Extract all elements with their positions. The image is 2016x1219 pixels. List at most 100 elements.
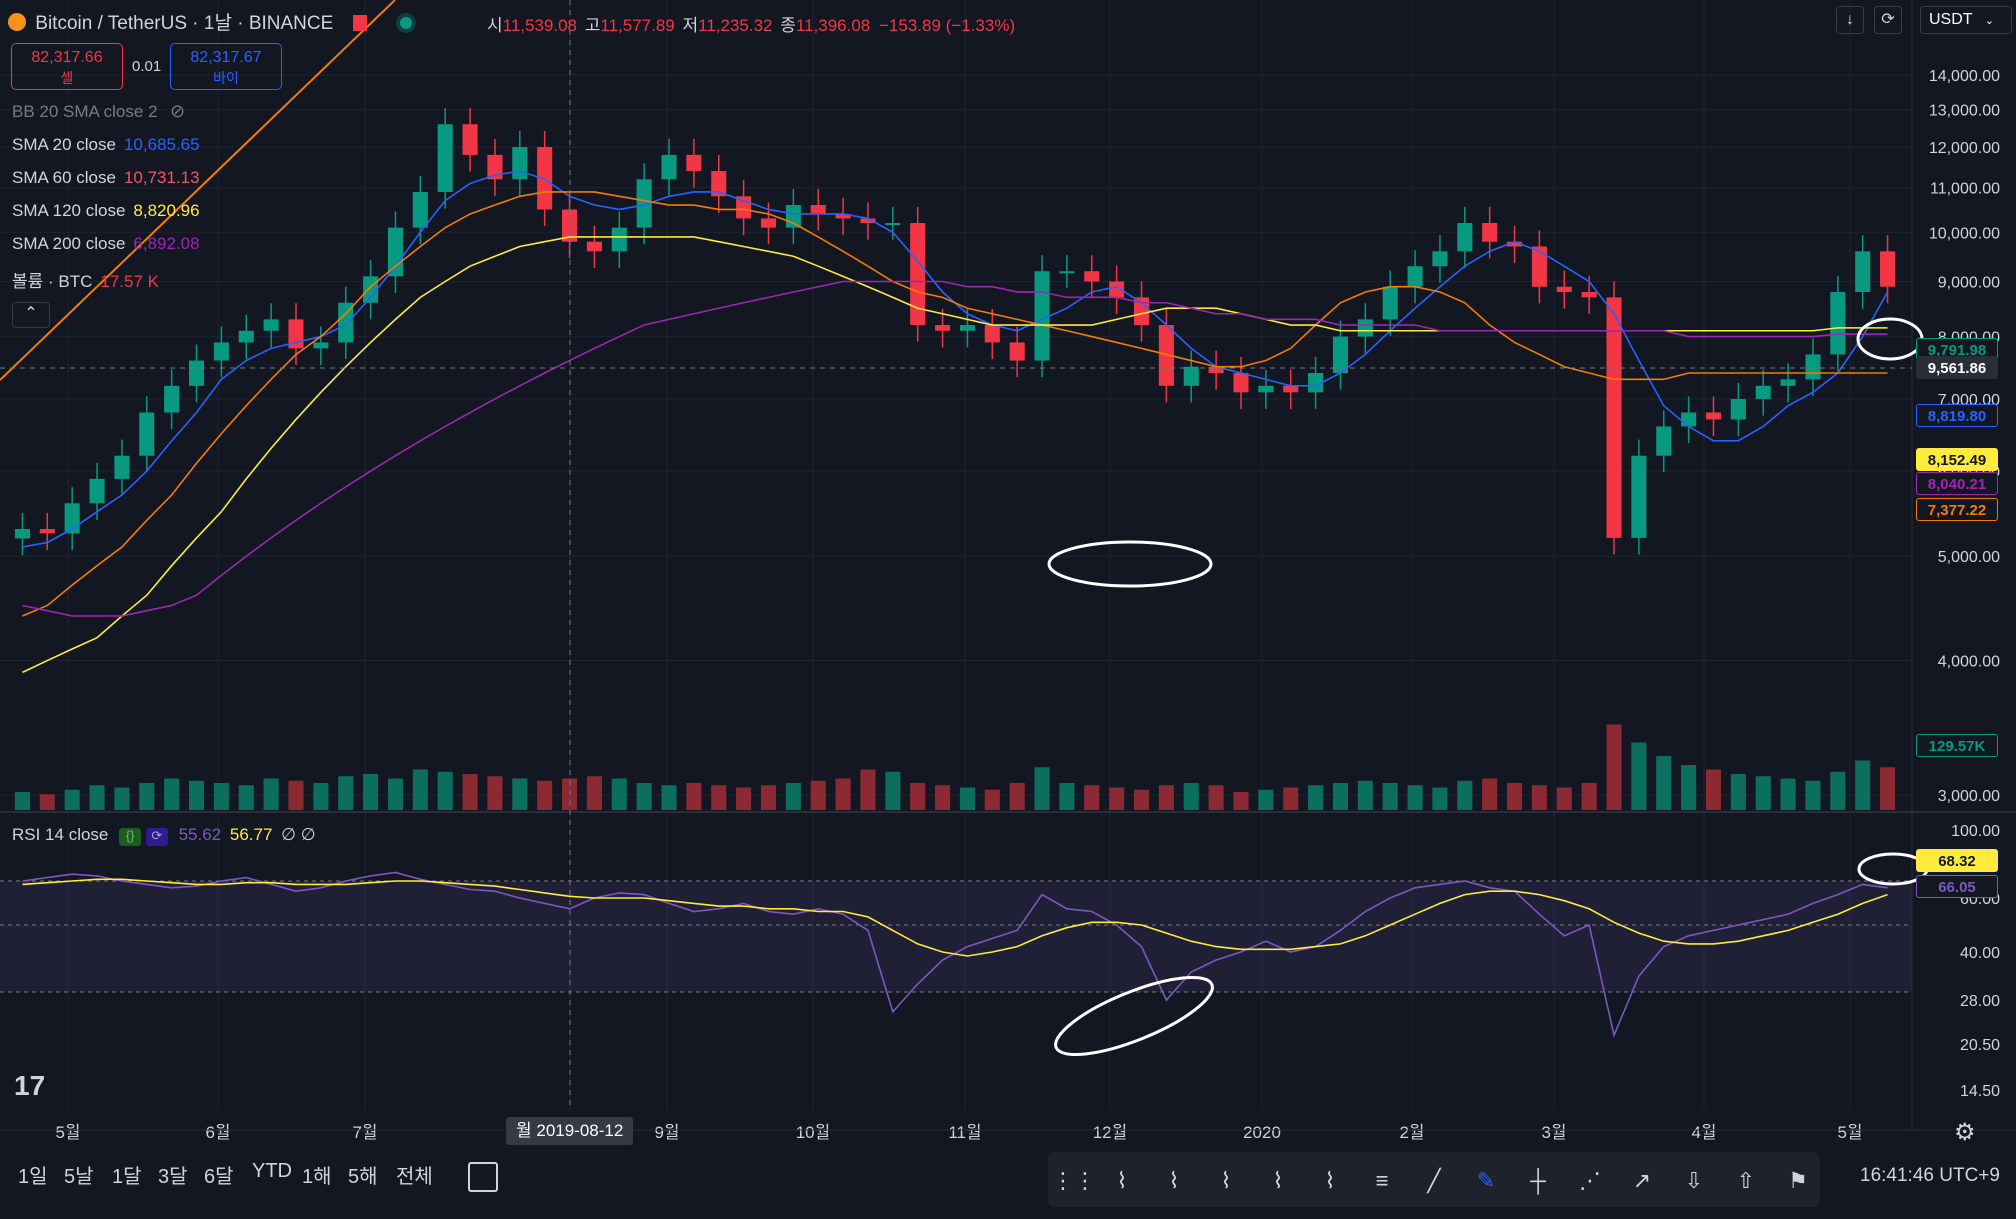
range-button[interactable]: 1해	[302, 1166, 332, 1188]
drag-handle-icon[interactable]: ⋮⋮	[1052, 1168, 1096, 1193]
download-icon[interactable]: ↓	[1836, 6, 1864, 34]
volume-bar	[462, 774, 478, 810]
indicator-value: 10,685.65	[123, 135, 200, 154]
eye-hidden-icon[interactable]: ⊘	[170, 101, 186, 121]
pattern-ac-icon[interactable]: ⌇	[1168, 1168, 1180, 1193]
indicator-legend-2[interactable]: SMA 60 close 10,731.13	[12, 168, 200, 188]
sell-button[interactable]: 82,317.66 셀	[11, 43, 123, 90]
indicator-legend-0[interactable]: BB 20 SMA close 2	[12, 102, 166, 122]
fib-icon[interactable]: ≡	[1375, 1168, 1389, 1193]
crosshair-icon[interactable]: ┼	[1530, 1168, 1546, 1193]
indicator-legend-3[interactable]: SMA 120 close 8,820.96	[12, 201, 200, 221]
range-button[interactable]: 전체	[396, 1166, 433, 1188]
flag-icon[interactable]	[352, 15, 367, 31]
x-tick-label: 5월	[1837, 1123, 1862, 1142]
range-button[interactable]: 5해	[348, 1166, 378, 1188]
indicator-legend-5[interactable]: 볼륨 · BTC 17.57 K	[12, 267, 159, 292]
currency-select[interactable]: USDT ⌄	[1920, 6, 2012, 34]
sell-label: 셀	[60, 70, 74, 86]
volume-bar	[1432, 787, 1448, 810]
x-tick-label: 6월	[205, 1123, 230, 1142]
arrow-down-icon[interactable]: ⇩	[1684, 1168, 1704, 1193]
tradingview-logo[interactable]: 17	[14, 1070, 46, 1101]
indicator-value: 10,731.13	[123, 168, 200, 187]
volume-bar	[1382, 783, 1398, 810]
range-button[interactable]: 6달	[204, 1166, 234, 1188]
volume-bar	[139, 783, 155, 810]
price-axis-label: 9,791.98	[1916, 338, 1998, 361]
orange-trendline[interactable]	[0, 0, 396, 381]
refresh-icon[interactable]: ⟳	[145, 828, 168, 846]
buy-button[interactable]: 82,317.67 바이	[170, 43, 282, 90]
indicator-label: 볼륨 · BTC	[12, 272, 93, 291]
candle-body	[1357, 319, 1373, 337]
rsi-tick-label: 20.50	[1960, 1037, 2000, 1054]
arrow-icon[interactable]: ↗	[1632, 1168, 1652, 1193]
code-icon[interactable]: {}	[119, 828, 142, 846]
y-tick-label: 14,000.00	[1929, 68, 2000, 85]
volume-bar	[760, 785, 777, 810]
range-button[interactable]: 1일	[18, 1166, 48, 1188]
drawn-ellipse-low[interactable]	[1047, 540, 1213, 588]
path-icon[interactable]: ⋰	[1579, 1168, 1601, 1193]
sell-price: 82,317.66	[31, 49, 103, 66]
indicator-label: SMA 120 close	[12, 201, 126, 220]
candle-body	[213, 342, 229, 361]
y-tick-label: 13,000.00	[1929, 103, 2000, 120]
candle-body	[1457, 223, 1473, 252]
candle-body	[338, 302, 354, 343]
range-button[interactable]: 3달	[158, 1166, 188, 1188]
price-axis-label: 129.57K	[1916, 734, 1998, 757]
range-button[interactable]: YTD	[252, 1160, 292, 1182]
volume-bar	[860, 769, 876, 810]
indicator-legend-4[interactable]: SMA 200 close 6,892.08	[12, 234, 200, 254]
y-tick-label: 10,000.00	[1929, 225, 2000, 242]
candle-body	[1730, 398, 1746, 420]
candle-body	[487, 154, 503, 180]
pattern-wy-icon[interactable]: ⌇	[1272, 1168, 1284, 1193]
ma-line-2	[22, 191, 1888, 617]
symbol-header[interactable]: Bitcoin / TetherUS · 1날 · BINANCE	[8, 8, 412, 35]
drawn-ellipse-rsi[interactable]	[1047, 962, 1221, 1069]
buy-label: 바이	[213, 70, 239, 86]
y-tick-label: 5,000.00	[1938, 549, 2000, 566]
rsi-ma-line	[22, 878, 1888, 957]
rsi-title[interactable]: RSI 14 close	[12, 825, 109, 844]
volume-bar	[1855, 760, 1871, 810]
symbol-title[interactable]: Bitcoin / TetherUS · 1날 · BINANCE	[35, 13, 334, 34]
indicator-value: 17.57 K	[100, 272, 159, 291]
collapse-legend-button[interactable]: ⌃	[12, 302, 50, 328]
crosshair-date-label: 월 2019-08-12	[506, 1117, 634, 1145]
rsi-legend[interactable]: RSI 14 close {} ⟳ 55.62 56.77 ∅ ∅	[12, 825, 316, 846]
price-axis-label: 68.32	[1916, 849, 1998, 872]
volume-bar	[1034, 767, 1050, 810]
flag-marker-icon[interactable]: ⚑	[1788, 1168, 1808, 1193]
indicator-legend-1[interactable]: SMA 20 close 10,685.65	[12, 135, 200, 155]
volume-bar	[363, 774, 379, 810]
pattern-15-icon[interactable]: ⌇	[1116, 1168, 1128, 1193]
trendline-icon[interactable]: ╱	[1427, 1168, 1441, 1193]
volume-bar	[885, 771, 901, 810]
rsi-tick-label: 100.00	[1951, 823, 2000, 840]
candle-body	[164, 385, 180, 413]
candle-body	[263, 319, 279, 331]
range-button[interactable]: 1달	[112, 1166, 142, 1188]
volume-bar	[1009, 783, 1025, 810]
fullscreen-icon[interactable]: ⟳	[1874, 6, 1902, 34]
candle-body	[1681, 412, 1697, 427]
gear-icon[interactable]: ⚙	[1954, 1119, 1976, 1146]
volume-bar	[1357, 780, 1373, 810]
date-range-icon[interactable]	[468, 1162, 498, 1192]
indicator-value: 6,892.08	[133, 234, 200, 253]
volume-bar	[1332, 783, 1348, 810]
arrow-up-icon[interactable]: ⇧	[1736, 1168, 1756, 1193]
range-button[interactable]: 5날	[64, 1166, 94, 1188]
volume-bar	[213, 783, 229, 810]
candle-body	[1631, 455, 1647, 538]
volume-bar	[288, 780, 304, 810]
volume-bar	[1258, 789, 1274, 810]
pattern-ae-icon[interactable]: ⌇	[1220, 1168, 1232, 1193]
pattern-wz-icon[interactable]: ⌇	[1324, 1168, 1336, 1193]
brush-icon[interactable]: ✎	[1476, 1168, 1496, 1193]
